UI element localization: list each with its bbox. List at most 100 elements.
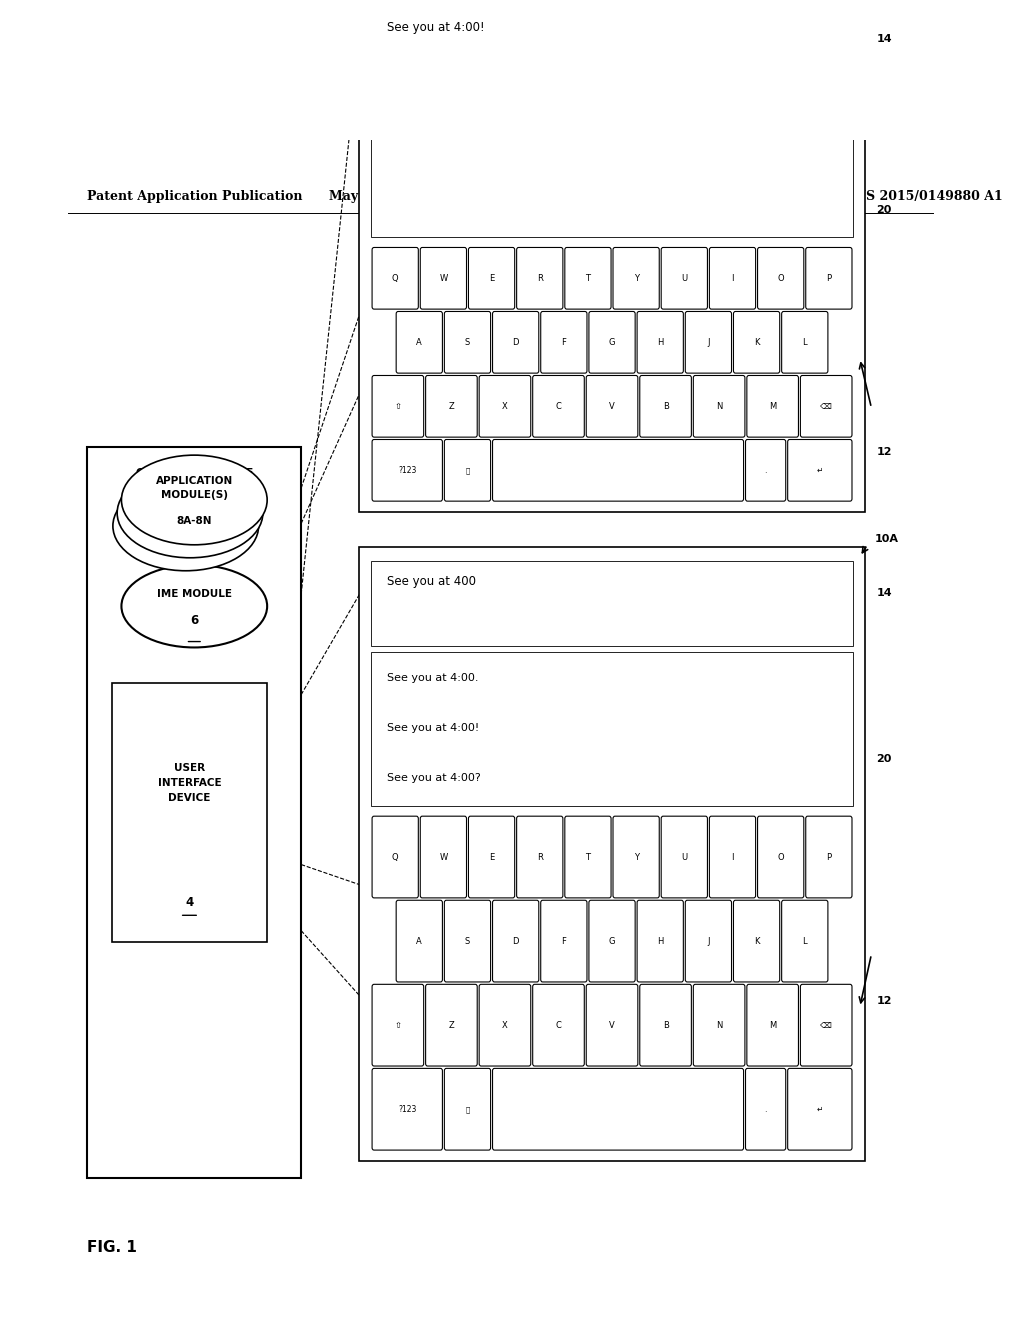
Text: O: O — [777, 853, 784, 862]
FancyBboxPatch shape — [733, 900, 779, 982]
Text: ↵: ↵ — [817, 1105, 823, 1114]
FancyBboxPatch shape — [586, 985, 638, 1067]
Text: K: K — [754, 937, 760, 945]
FancyBboxPatch shape — [589, 900, 635, 982]
FancyBboxPatch shape — [493, 900, 539, 982]
Bar — [359, 548, 864, 1160]
FancyBboxPatch shape — [806, 816, 852, 898]
Text: N: N — [716, 401, 722, 411]
Text: US 2015/0149880 A1: US 2015/0149880 A1 — [855, 190, 1002, 203]
Text: X: X — [502, 1020, 508, 1030]
Text: R: R — [537, 273, 543, 282]
FancyBboxPatch shape — [372, 1068, 442, 1150]
FancyBboxPatch shape — [586, 375, 638, 437]
FancyBboxPatch shape — [613, 247, 659, 309]
Text: COMPUTING DEVICE: COMPUTING DEVICE — [135, 469, 253, 478]
Text: T: T — [586, 273, 591, 282]
Text: S: S — [465, 937, 470, 945]
Text: I: I — [731, 273, 734, 282]
Text: U: U — [681, 853, 687, 862]
FancyBboxPatch shape — [396, 900, 442, 982]
Text: ?123: ?123 — [398, 1105, 417, 1114]
Text: See you at 4:00.: See you at 4:00. — [387, 673, 478, 684]
Text: 12: 12 — [877, 995, 892, 1006]
Text: B: B — [663, 401, 669, 411]
FancyBboxPatch shape — [541, 312, 587, 374]
FancyBboxPatch shape — [806, 247, 852, 309]
FancyBboxPatch shape — [426, 375, 477, 437]
Text: Z: Z — [449, 401, 455, 411]
FancyBboxPatch shape — [710, 816, 756, 898]
Ellipse shape — [113, 480, 259, 570]
FancyBboxPatch shape — [372, 440, 442, 502]
Text: E: E — [488, 853, 495, 862]
Text: APPLICATION
MODULE(S): APPLICATION MODULE(S) — [156, 477, 232, 500]
Text: P: P — [826, 853, 831, 862]
FancyBboxPatch shape — [781, 900, 827, 982]
Text: 14: 14 — [877, 589, 892, 598]
Bar — [87, 447, 301, 1179]
Text: USER
INTERFACE
DEVICE: USER INTERFACE DEVICE — [158, 763, 221, 803]
FancyBboxPatch shape — [541, 900, 587, 982]
Text: F: F — [561, 338, 566, 347]
Text: I: I — [731, 853, 734, 862]
FancyBboxPatch shape — [787, 440, 852, 502]
FancyBboxPatch shape — [517, 816, 563, 898]
Text: D: D — [512, 937, 519, 945]
Text: 4: 4 — [185, 896, 194, 909]
Text: D: D — [512, 338, 519, 347]
Text: H: H — [657, 338, 664, 347]
FancyBboxPatch shape — [746, 985, 799, 1067]
Text: C: C — [556, 1020, 561, 1030]
FancyBboxPatch shape — [493, 440, 743, 502]
Ellipse shape — [122, 455, 267, 545]
FancyBboxPatch shape — [787, 1068, 852, 1150]
Text: S: S — [465, 338, 470, 347]
Text: 6: 6 — [190, 614, 199, 627]
Text: Patent Application Publication: Patent Application Publication — [87, 190, 303, 203]
Text: U: U — [681, 273, 687, 282]
FancyBboxPatch shape — [468, 247, 515, 309]
Text: Q: Q — [392, 273, 398, 282]
Text: See you at 4:00?: See you at 4:00? — [387, 772, 480, 783]
FancyBboxPatch shape — [758, 247, 804, 309]
Text: A: A — [417, 937, 422, 945]
FancyBboxPatch shape — [746, 375, 799, 437]
FancyBboxPatch shape — [640, 985, 691, 1067]
Text: K: K — [754, 338, 760, 347]
Text: 14: 14 — [877, 34, 892, 44]
Text: 10A: 10A — [874, 533, 898, 544]
FancyBboxPatch shape — [693, 985, 744, 1067]
FancyBboxPatch shape — [685, 900, 731, 982]
FancyBboxPatch shape — [468, 816, 515, 898]
Text: Y: Y — [634, 273, 639, 282]
Text: H: H — [657, 937, 664, 945]
FancyBboxPatch shape — [444, 312, 490, 374]
FancyBboxPatch shape — [781, 312, 827, 374]
Text: 20: 20 — [877, 205, 892, 215]
Text: 8A-8N: 8A-8N — [176, 516, 212, 527]
FancyBboxPatch shape — [637, 900, 683, 982]
FancyBboxPatch shape — [479, 375, 530, 437]
Text: 🎤: 🎤 — [465, 467, 470, 474]
FancyBboxPatch shape — [565, 247, 611, 309]
Ellipse shape — [117, 469, 263, 558]
Bar — [371, 561, 853, 647]
Bar — [371, 652, 853, 805]
FancyBboxPatch shape — [372, 375, 424, 437]
FancyBboxPatch shape — [758, 816, 804, 898]
FancyBboxPatch shape — [372, 247, 419, 309]
FancyBboxPatch shape — [685, 312, 731, 374]
FancyBboxPatch shape — [444, 1068, 490, 1150]
Text: ⌫: ⌫ — [820, 401, 833, 411]
FancyBboxPatch shape — [733, 312, 779, 374]
Text: N: N — [716, 1020, 722, 1030]
Text: ⇧: ⇧ — [394, 401, 401, 411]
Text: J: J — [708, 338, 710, 347]
FancyBboxPatch shape — [532, 375, 585, 437]
FancyBboxPatch shape — [426, 985, 477, 1067]
Bar — [371, 7, 853, 236]
Text: 12: 12 — [877, 447, 892, 457]
FancyBboxPatch shape — [372, 816, 419, 898]
FancyBboxPatch shape — [420, 816, 467, 898]
